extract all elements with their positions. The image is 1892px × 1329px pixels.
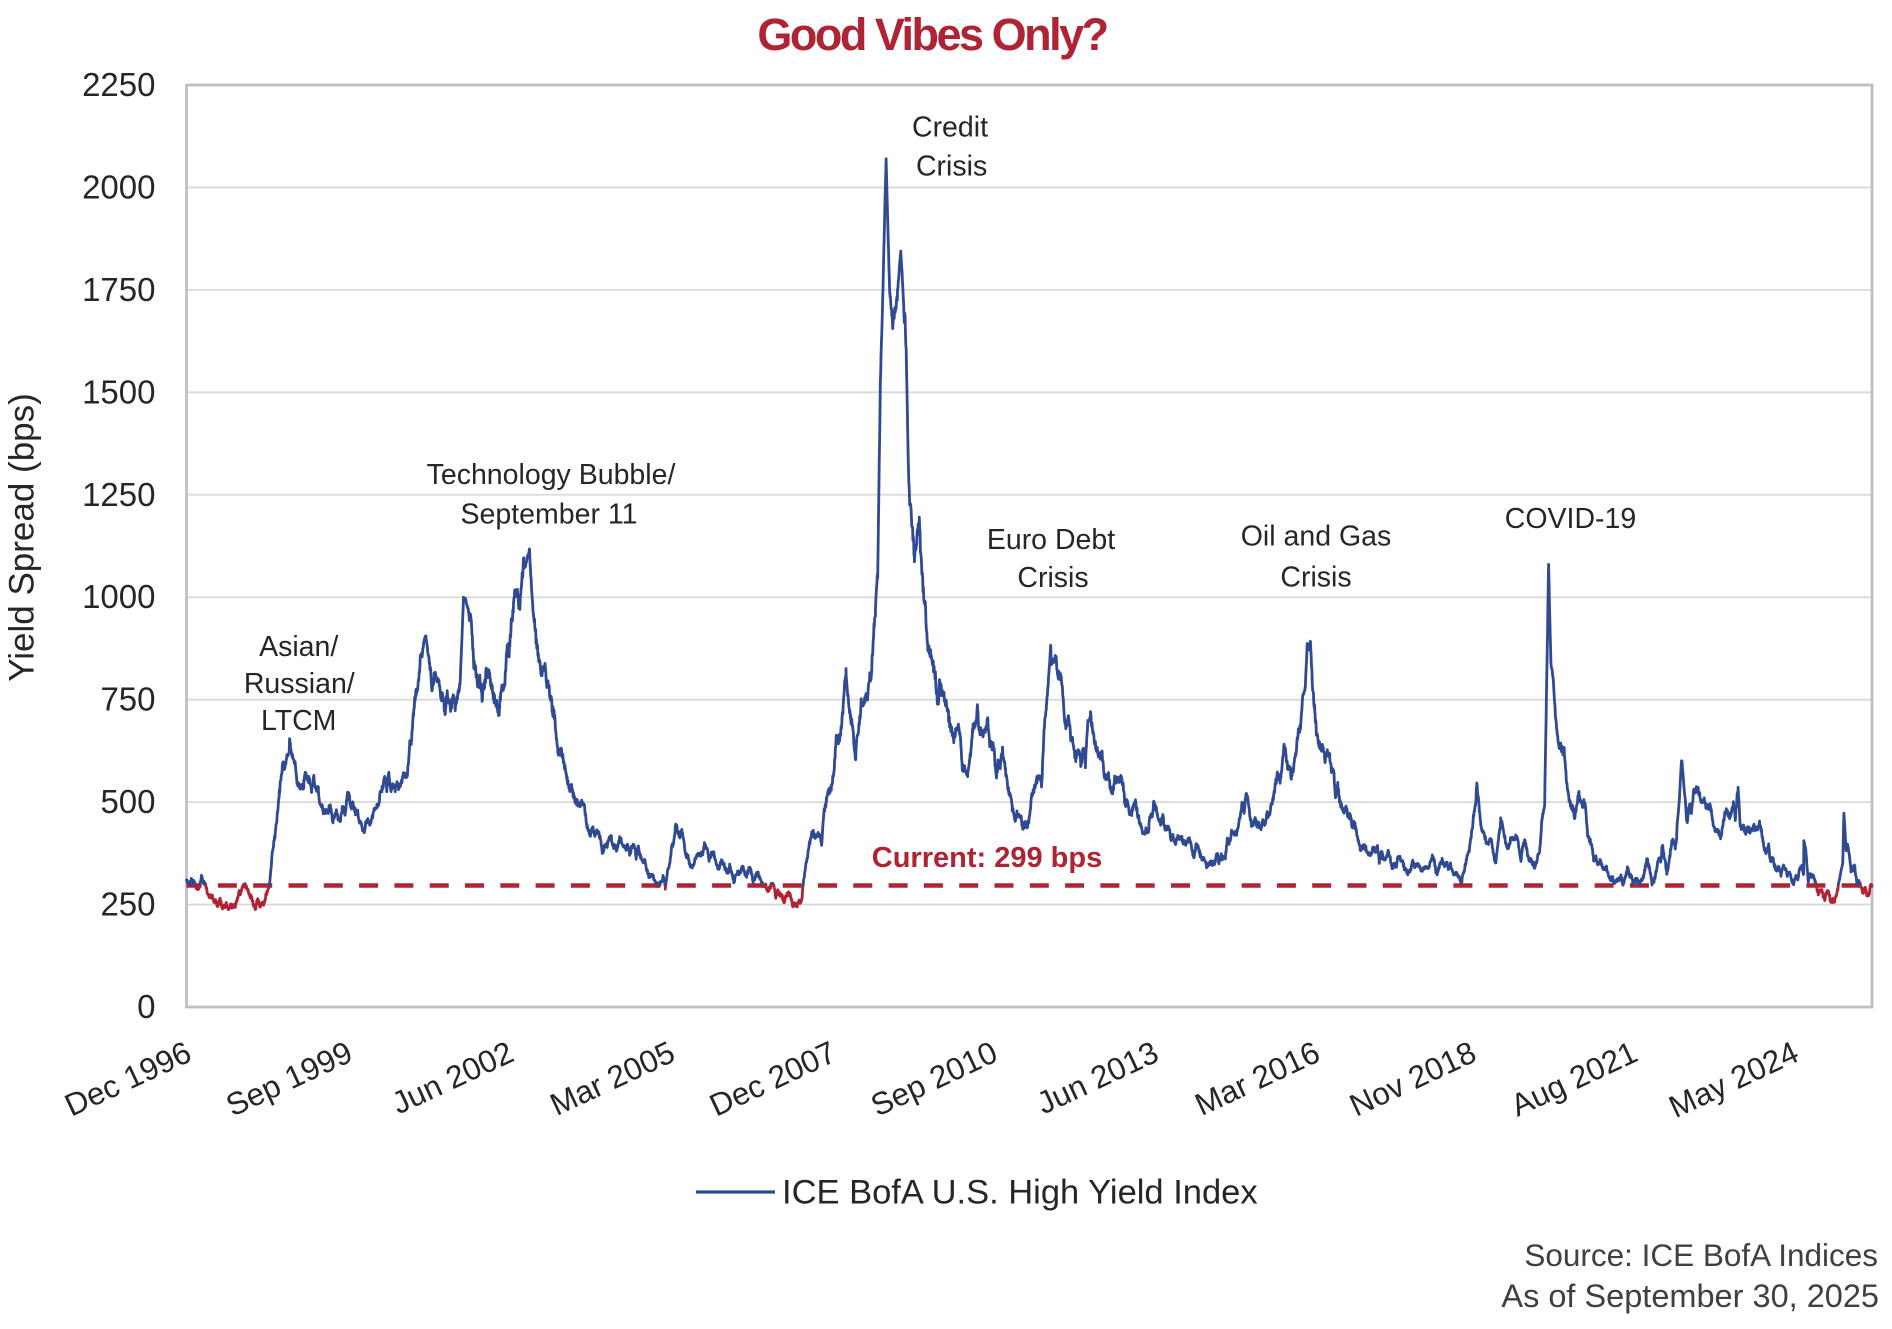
svg-text:Yield Spread (bps): Yield Spread (bps) [3, 393, 42, 682]
svg-text:Russian/: Russian/ [244, 668, 355, 700]
svg-text:Current: 299 bps: Current: 299 bps [872, 842, 1102, 874]
svg-text:1750: 1750 [82, 271, 155, 308]
svg-text:COVID-19: COVID-19 [1505, 503, 1636, 535]
svg-text:Oil and Gas: Oil and Gas [1241, 521, 1392, 553]
svg-text:250: 250 [100, 886, 155, 923]
svg-text:1500: 1500 [82, 373, 155, 410]
svg-text:Good Vibes Only?: Good Vibes Only? [757, 9, 1106, 60]
svg-text:ICE BofA U.S. High Yield Index: ICE BofA U.S. High Yield Index [782, 1174, 1258, 1212]
svg-text:Crisis: Crisis [1017, 562, 1088, 594]
svg-text:September 11: September 11 [461, 499, 638, 531]
svg-text:Asian/: Asian/ [259, 631, 338, 663]
svg-text:Crisis: Crisis [1280, 562, 1351, 594]
svg-text:2000: 2000 [82, 168, 155, 205]
svg-text:0: 0 [137, 988, 155, 1025]
svg-text:Source: ICE BofA Indices: Source: ICE BofA Indices [1524, 1237, 1878, 1273]
svg-text:Crisis: Crisis [916, 151, 987, 183]
svg-text:LTCM: LTCM [261, 705, 336, 737]
svg-text:500: 500 [100, 783, 155, 820]
svg-text:Credit: Credit [912, 112, 988, 144]
svg-text:Technology Bubble/: Technology Bubble/ [427, 459, 676, 491]
svg-text:As of September 30, 2025: As of September 30, 2025 [1501, 1278, 1879, 1314]
svg-text:Euro Debt: Euro Debt [987, 524, 1115, 556]
svg-text:1000: 1000 [82, 578, 155, 615]
svg-text:750: 750 [100, 681, 155, 718]
svg-text:2250: 2250 [82, 66, 155, 103]
svg-text:1250: 1250 [82, 476, 155, 513]
